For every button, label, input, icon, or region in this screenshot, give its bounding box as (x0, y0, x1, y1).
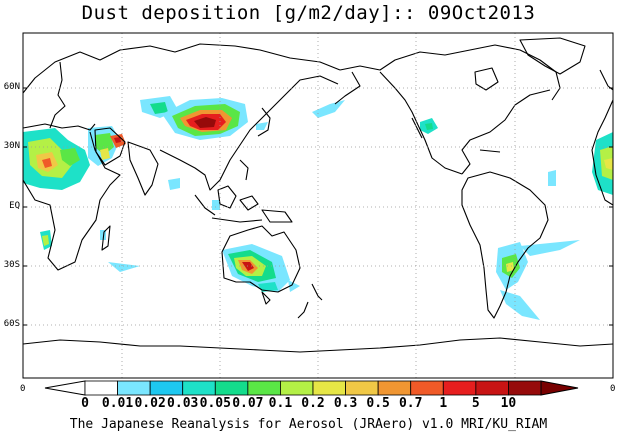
colorbar-box (377, 380, 412, 396)
colorbar-arrow-high (540, 380, 579, 396)
map-area (23, 33, 613, 378)
colorbar-label: 0.2 (301, 396, 325, 411)
colorbar-box (508, 380, 542, 396)
colorbar-box (247, 380, 281, 396)
graticule (23, 33, 613, 378)
colorbar-box (214, 380, 249, 396)
colorbar-label: 10 (500, 396, 517, 411)
lon-tick-right: 0 (610, 384, 616, 394)
map-frame (22, 32, 614, 379)
map-title: Dust deposition [g/m2/day]:: 09Oct2013 (81, 2, 536, 24)
colorbar-box (410, 380, 444, 396)
colorbar-label: 0.07 (232, 396, 264, 411)
colorbar-label: 1 (439, 396, 448, 411)
coastlines (23, 37, 613, 353)
colorbar-box (84, 380, 118, 396)
colorbar-label: 0.3 (333, 396, 358, 411)
colorbar-label: 0.02 (134, 396, 166, 411)
lat-label-30n: 30N (3, 141, 20, 151)
colorbar-arrow-low (44, 380, 86, 396)
colorbar-box (475, 380, 509, 396)
colorbar-label: 0.03 (167, 396, 199, 411)
lat-label-30s: 30S (3, 260, 20, 270)
colorbar-label: 0.5 (366, 396, 390, 411)
lat-ticks (23, 87, 613, 326)
colorbar-label: 0 (81, 396, 89, 411)
colorbar-label: 0.7 (398, 396, 423, 411)
colorbar-label: 0.01 (101, 396, 134, 411)
colorbar-label: 0.1 (268, 396, 293, 411)
lat-label-60s: 60S (3, 319, 20, 329)
lon-tick-left: 0 (20, 384, 26, 394)
lat-label-eq: EQ (9, 201, 20, 211)
colorbar-label: 0.05 (199, 396, 231, 411)
colorbar-box (312, 380, 346, 396)
colorbar-box (442, 380, 477, 396)
colorbar-label: 5 (471, 396, 480, 411)
colorbar-box (117, 380, 151, 396)
lat-label-60n: 60N (3, 82, 20, 92)
colorbar-box (149, 380, 184, 396)
colorbar (44, 380, 579, 396)
colorbar-box (182, 380, 216, 396)
colorbar-box (345, 380, 379, 396)
footer-credit: The Japanese Reanalysis for Aerosol (JRA… (69, 417, 548, 432)
colorbar-box (280, 380, 314, 396)
